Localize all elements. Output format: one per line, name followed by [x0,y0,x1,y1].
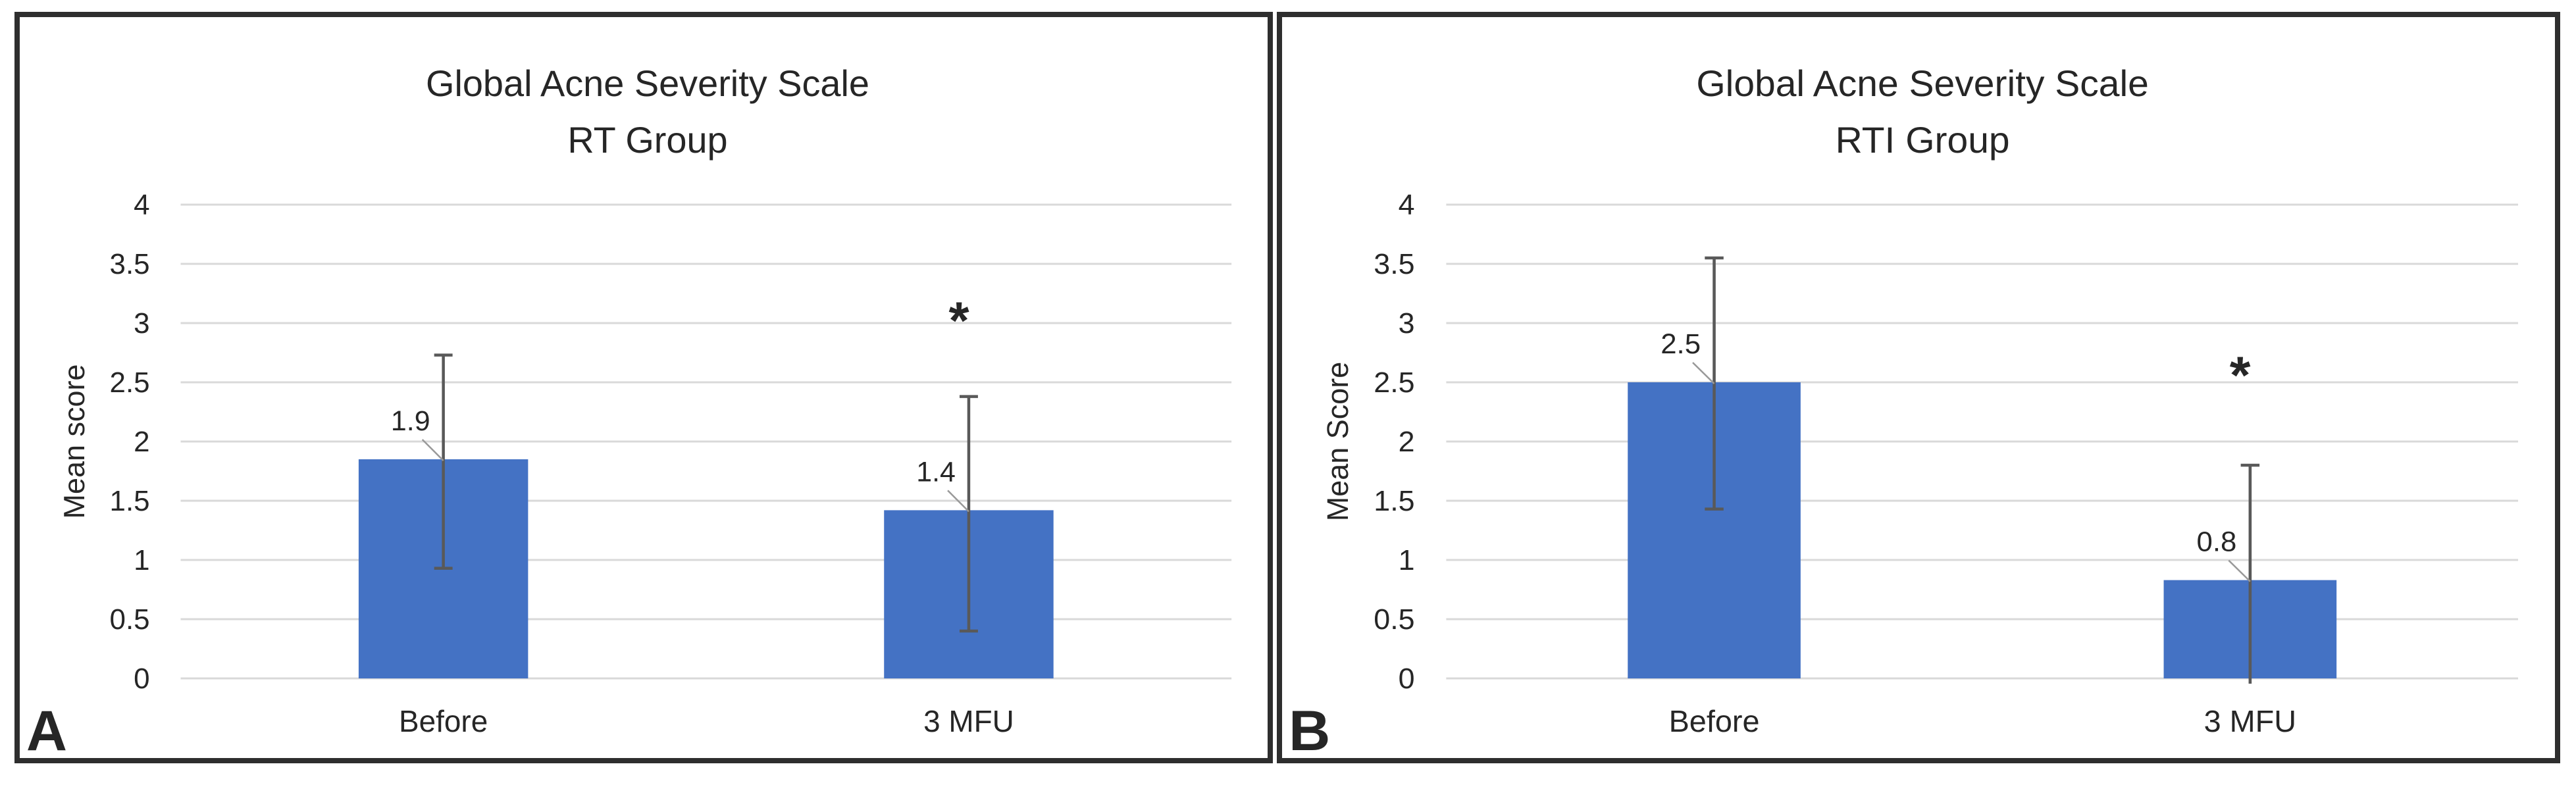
data-label-leader-line [947,490,969,513]
y-tick-label: 1 [134,544,149,576]
panel-letter: A [26,699,67,758]
panel-letter: B [1289,699,1330,758]
y-tick-label: 3 [1399,307,1415,340]
y-axis-title: Mean Score [1320,362,1354,522]
y-tick-label: 1 [1399,544,1415,576]
y-tick-label: 1.5 [110,485,150,517]
y-tick-label: 2 [134,426,149,458]
data-label-leader-line [2228,559,2251,582]
data-label: 1.9 [391,405,430,437]
y-tick-label: 3.5 [110,248,150,280]
significance-asterisk: * [948,291,969,350]
y-tick-label: 3 [134,307,149,340]
x-category-label-3-mfu: 3 MFU [2204,704,2296,738]
data-label: 2.5 [1661,328,1701,360]
significance-asterisk: * [2230,346,2251,405]
y-tick-label: 0.5 [1374,603,1414,636]
chart-title-line-1: Global Acne Severity Scale [1696,63,2149,103]
y-tick-label: 2.5 [1374,367,1414,399]
y-tick-label: 4 [1399,189,1415,221]
data-label-leader-line [421,439,444,461]
data-label-leader-line [1692,362,1715,384]
figure-panel-b: 0 0.5 1 1.5 2 2.5 3 3.5 4 2.5 0.8 * Before 3 MFU Glob… [1277,12,2560,763]
data-label: 0.8 [2197,526,2237,558]
figure-panel-a: 0 0.5 1 1.5 2 2.5 3 3.5 4 1.9 1.4 * Before 3 MFU Glob… [14,12,1273,763]
chart-title-line-2: RT Group [567,119,727,161]
y-tick-label: 0 [1399,663,1415,695]
y-axis-title: Mean score [57,364,91,519]
y-tick-label: 2 [1399,426,1415,458]
chart-svg-b: 0 0.5 1 1.5 2 2.5 3 3.5 4 2.5 0.8 * Before 3 MFU Glob… [1289,63,2519,758]
x-category-label-before: Before [399,704,488,738]
chart-title-line-1: Global Acne Severity Scale [426,63,869,104]
chart-generated-a: 0 0.5 1 1.5 2 2.5 3 3.5 4 1.9 1.4 * Before 3 MFU [110,189,1232,738]
chart-title-line-2: RTI Group [1836,119,2010,160]
y-tick-label: 2.5 [110,367,150,399]
data-label: 1.4 [916,456,956,488]
x-category-label-3-mfu: 3 MFU [923,704,1014,738]
y-tick-label: 4 [134,189,149,221]
y-tick-label: 1.5 [1374,485,1414,517]
y-tick-label: 0 [134,663,149,695]
x-category-label-before: Before [1669,704,1760,738]
y-tick-label: 0.5 [110,603,150,636]
y-tick-label: 3.5 [1374,248,1414,280]
chart-svg-a: 0 0.5 1 1.5 2 2.5 3 3.5 4 1.9 1.4 * Before 3 MFU Glob… [26,63,1232,758]
chart-generated-b: 0 0.5 1 1.5 2 2.5 3 3.5 4 2.5 0.8 * Before 3 MFU [1374,189,2519,738]
